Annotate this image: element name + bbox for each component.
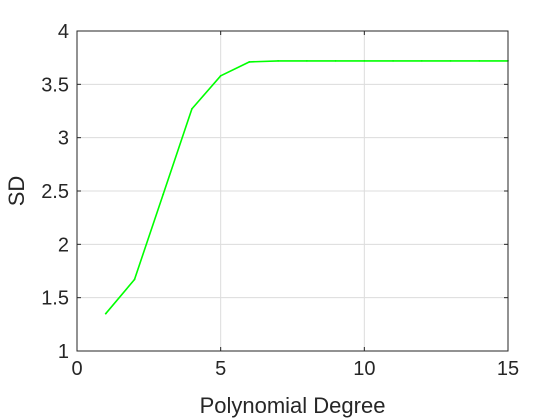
- data-point: [219, 74, 222, 77]
- y-tick-label: 3.5: [41, 74, 69, 96]
- data-point: [478, 59, 481, 62]
- y-tick-label: 1.5: [41, 288, 69, 310]
- x-tick-label: 0: [71, 358, 82, 380]
- tick-labels: 0 5 10 15 1 1.5 2 2.5 3 3.5 4: [41, 21, 519, 380]
- y-tick-label: 2.5: [41, 181, 69, 203]
- data-point: [133, 278, 136, 281]
- data-point: [277, 59, 280, 62]
- y-tick-label: 3: [58, 128, 69, 150]
- data-point: [420, 59, 423, 62]
- x-tick-label: 10: [353, 358, 375, 380]
- y-tick-label: 1: [58, 341, 69, 363]
- data-point: [104, 312, 107, 315]
- data-point: [392, 59, 394, 62]
- data-point: [248, 61, 251, 63]
- x-axis-label: Polynomial Degree: [200, 393, 386, 418]
- y-tick-label: 4: [58, 21, 69, 43]
- series-layer: [104, 59, 509, 315]
- x-tick-label: 15: [497, 358, 519, 380]
- data-point: [449, 59, 452, 62]
- x-tick-label: 5: [215, 358, 226, 380]
- data-point: [305, 59, 308, 62]
- data-point: [334, 59, 337, 62]
- data-point: [191, 107, 193, 110]
- data-point: [363, 59, 366, 62]
- grid-lines: [76, 30, 509, 352]
- axis-ticks: [76, 30, 509, 352]
- y-axis-label: SD: [4, 176, 29, 207]
- y-tick-label: 2: [58, 234, 69, 256]
- series-line: [105, 60, 508, 315]
- data-point: [162, 193, 165, 196]
